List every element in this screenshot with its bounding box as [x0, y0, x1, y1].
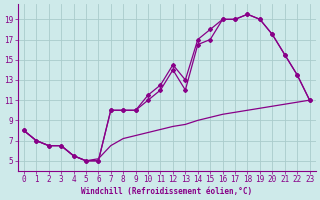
- X-axis label: Windchill (Refroidissement éolien,°C): Windchill (Refroidissement éolien,°C): [81, 187, 252, 196]
